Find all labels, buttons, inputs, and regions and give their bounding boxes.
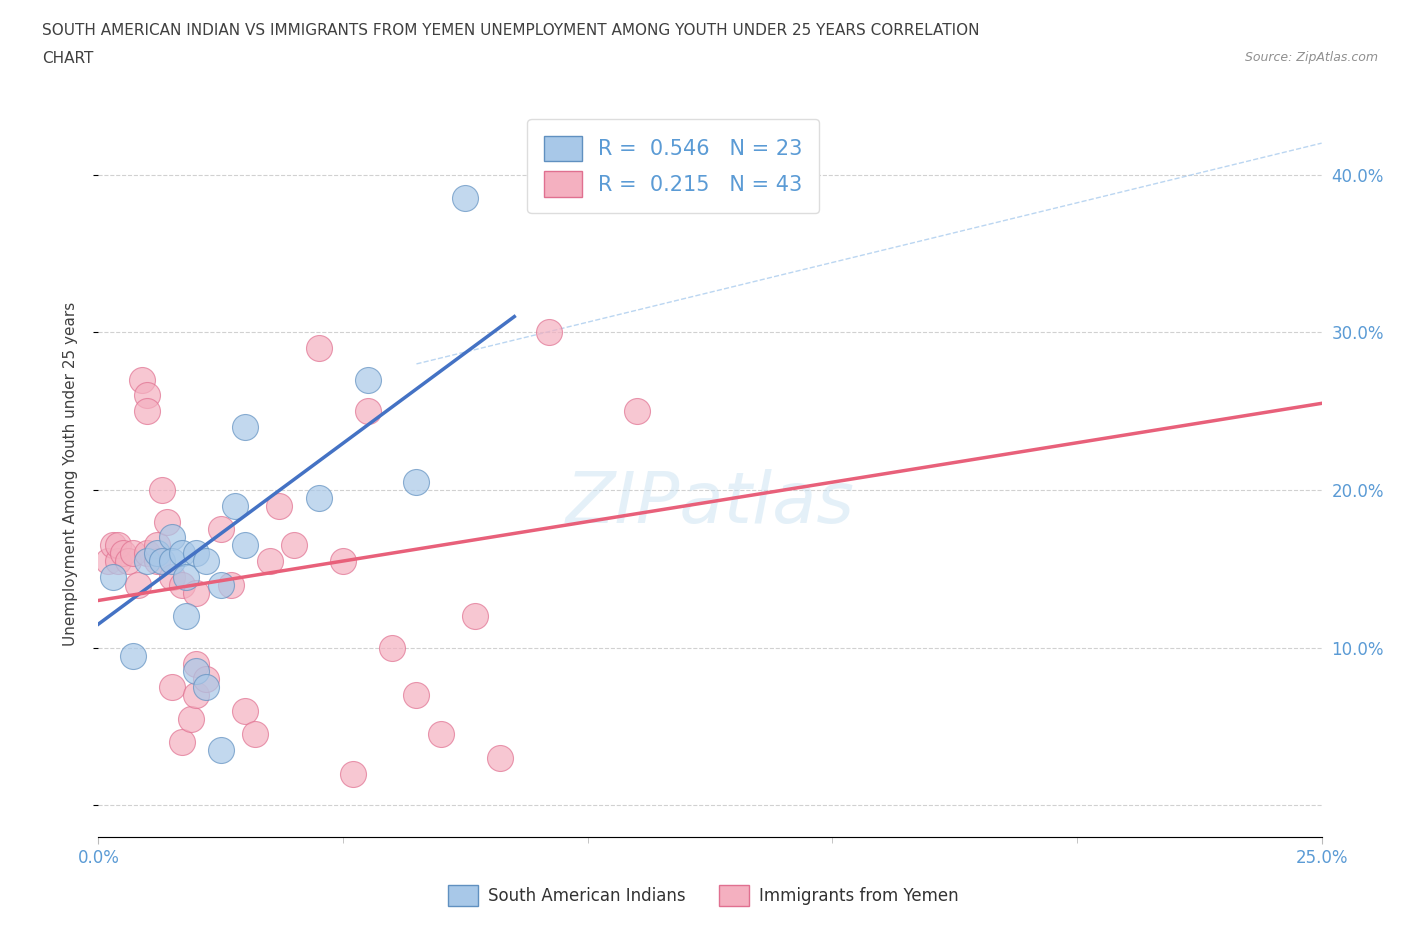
Point — [107, 538, 129, 552]
Point — [121, 648, 143, 663]
Point — [170, 578, 193, 592]
Point — [150, 553, 173, 568]
Point — [195, 671, 218, 686]
Point — [308, 490, 330, 505]
Point — [308, 340, 330, 355]
Point — [170, 546, 193, 561]
Point — [97, 553, 120, 568]
Point — [186, 687, 208, 702]
Point — [430, 727, 453, 742]
Point — [233, 538, 256, 552]
Point — [186, 664, 208, 679]
Point — [101, 538, 124, 552]
Point — [127, 578, 149, 592]
Point — [195, 680, 218, 695]
Point — [356, 404, 378, 418]
Point — [381, 641, 404, 656]
Point — [332, 553, 354, 568]
Point — [180, 711, 202, 726]
Point — [209, 578, 232, 592]
Point — [186, 546, 208, 561]
Point — [117, 553, 139, 568]
Point — [186, 585, 208, 600]
Point — [136, 553, 159, 568]
Point — [146, 546, 169, 561]
Point — [121, 546, 143, 561]
Point — [186, 656, 208, 671]
Point — [233, 703, 256, 718]
Point — [176, 609, 198, 624]
Point — [259, 553, 281, 568]
Point — [101, 569, 124, 584]
Point — [170, 735, 193, 750]
Point — [160, 569, 183, 584]
Point — [464, 609, 486, 624]
Point — [111, 546, 134, 561]
Point — [626, 404, 648, 418]
Point — [488, 751, 510, 765]
Legend: South American Indians, Immigrants from Yemen: South American Indians, Immigrants from … — [441, 879, 965, 912]
Text: CHART: CHART — [42, 51, 94, 66]
Point — [136, 404, 159, 418]
Point — [160, 553, 183, 568]
Point — [219, 578, 242, 592]
Point — [131, 372, 153, 387]
Point — [146, 538, 169, 552]
Point — [537, 325, 560, 339]
Point — [150, 483, 173, 498]
Point — [136, 388, 159, 403]
Point — [243, 727, 266, 742]
Point — [356, 372, 378, 387]
Point — [136, 546, 159, 561]
Legend: R =  0.546   N = 23, R =  0.215   N = 43: R = 0.546 N = 23, R = 0.215 N = 43 — [527, 119, 820, 214]
Point — [283, 538, 305, 552]
Point — [146, 553, 169, 568]
Point — [160, 530, 183, 545]
Point — [160, 680, 183, 695]
Point — [405, 687, 427, 702]
Text: SOUTH AMERICAN INDIAN VS IMMIGRANTS FROM YEMEN UNEMPLOYMENT AMONG YOUTH UNDER 25: SOUTH AMERICAN INDIAN VS IMMIGRANTS FROM… — [42, 23, 980, 38]
Point — [209, 522, 232, 537]
Text: ZIPatlas: ZIPatlas — [565, 469, 855, 538]
Point — [209, 743, 232, 758]
Point — [176, 569, 198, 584]
Point — [195, 553, 218, 568]
Point — [107, 553, 129, 568]
Point — [156, 514, 179, 529]
Point — [233, 419, 256, 434]
Text: Source: ZipAtlas.com: Source: ZipAtlas.com — [1244, 51, 1378, 64]
Point — [224, 498, 246, 513]
Point — [342, 766, 364, 781]
Point — [269, 498, 291, 513]
Point — [454, 191, 477, 206]
Point — [405, 474, 427, 489]
Y-axis label: Unemployment Among Youth under 25 years: Unemployment Among Youth under 25 years — [63, 302, 77, 646]
